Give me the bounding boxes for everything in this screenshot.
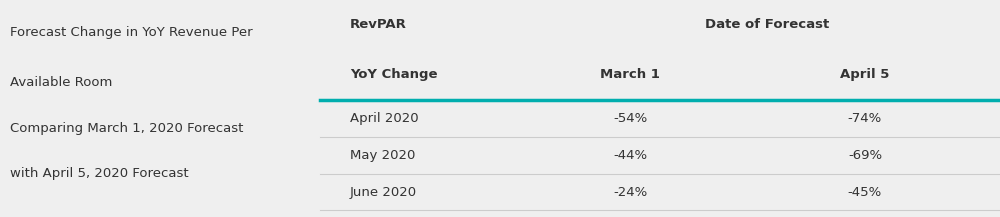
Text: YoY Change: YoY Change bbox=[350, 68, 438, 81]
Text: Available Room: Available Room bbox=[10, 76, 112, 89]
Text: March 1: March 1 bbox=[600, 68, 660, 81]
Text: -74%: -74% bbox=[848, 112, 882, 125]
Text: RevPAR: RevPAR bbox=[350, 18, 407, 31]
Text: -54%: -54% bbox=[613, 112, 647, 125]
Text: -69%: -69% bbox=[848, 149, 882, 162]
Text: -45%: -45% bbox=[848, 186, 882, 199]
Text: Forecast Change in YoY Revenue Per: Forecast Change in YoY Revenue Per bbox=[10, 26, 253, 39]
Text: April 2020: April 2020 bbox=[350, 112, 419, 125]
Text: May 2020: May 2020 bbox=[350, 149, 415, 162]
Text: Date of Forecast: Date of Forecast bbox=[705, 18, 830, 31]
Text: -24%: -24% bbox=[613, 186, 647, 199]
Text: with April 5, 2020 Forecast: with April 5, 2020 Forecast bbox=[10, 167, 189, 180]
Bar bbox=[320, 0, 1000, 217]
Text: -44%: -44% bbox=[613, 149, 647, 162]
Text: Comparing March 1, 2020 Forecast: Comparing March 1, 2020 Forecast bbox=[10, 122, 243, 135]
Text: June 2020: June 2020 bbox=[350, 186, 417, 199]
Text: April 5: April 5 bbox=[840, 68, 890, 81]
